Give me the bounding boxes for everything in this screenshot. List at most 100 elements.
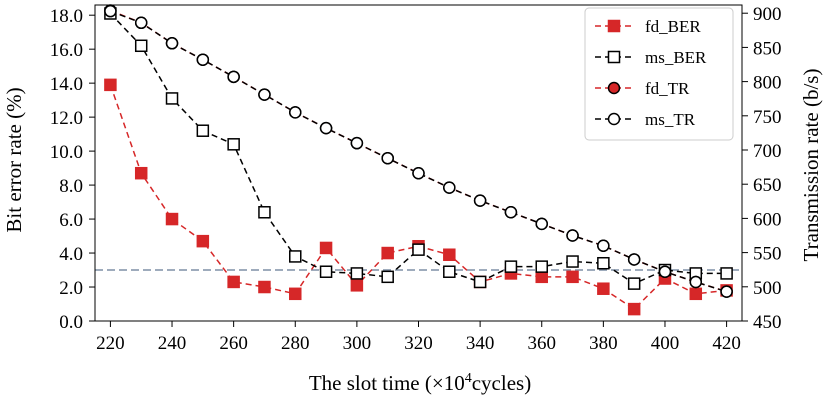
left-y-tick-label: 10.0 [50,142,83,163]
x-tick-label: 240 [158,333,187,354]
x-tick-label: 260 [219,333,248,354]
data-point-ms_BER [412,243,425,256]
data-point-ms_BER [165,92,179,105]
x-tick-label: 380 [589,333,618,354]
left-y-tick-label: 16.0 [50,40,83,61]
data-point-ms_BER [381,270,394,284]
right-y-tick-label: 700 [753,141,782,162]
right-y-tick-label: 850 [753,38,782,59]
data-point-ms_TR [258,88,271,101]
legend: fd_BER ms_BER fd_TR ms_TR [584,7,734,141]
right-y-axis-title: Transmission rate (b/s) [799,69,823,262]
left-y-tick-label: 14.0 [50,74,83,95]
series-fd_BER [104,78,733,316]
left-y-tick-label: 2.0 [59,278,83,299]
x-tick-label: 220 [96,333,125,354]
legend-item-fd_TR: fd_TR [595,79,690,98]
data-point-fd_BER [258,280,271,294]
right-y-tick-label: 500 [753,278,782,299]
left-y-tick-label: 0.0 [59,312,83,333]
left-y-tick-label: 18.0 [50,6,83,27]
data-point-ms_BER [504,260,518,273]
legend-label: fd_BER [645,17,701,36]
data-point-ms_BER [443,265,456,278]
data-point-ms_TR [289,106,302,119]
legend-box [584,7,734,141]
legend-item-ms_BER: ms_BER [595,48,707,67]
right-y-tick-label: 900 [753,4,782,25]
x-tick-label: 280 [281,333,310,354]
data-point-fd_BER [535,270,548,284]
x-tick-label: 420 [712,333,741,354]
data-point-ms_TR [134,16,148,30]
legend-label: ms_BER [645,48,707,67]
legend-marker [607,19,621,33]
data-point-ms_BER [627,277,641,290]
left-y-tick-label: 4.0 [59,244,83,265]
legend-label: fd_TR [645,79,690,98]
legend-label: ms_TR [645,110,696,129]
x-tick-label: 400 [651,333,680,354]
data-point-ms_BER [350,267,364,280]
data-point-ms_BER [227,138,240,151]
right-y-tick-label: 450 [753,312,782,333]
series-layer [104,4,733,316]
left-y-tick-label: 8.0 [59,176,83,197]
data-point-fd_BER [566,270,579,284]
data-point-ms_TR [350,136,364,150]
data-point-fd_BER [597,282,610,295]
x-axis-title: The slot time (×104cycles) [309,371,531,395]
series-line-ms_BER [109,12,727,285]
data-point-fd_BER [350,279,364,292]
data-point-ms_TR [658,265,672,279]
data-point-ms_TR [535,217,548,231]
data-point-fd_BER [689,287,703,301]
data-point-ms_TR [165,37,179,50]
data-point-ms_TR [227,70,240,84]
data-point-fd_BER [381,246,394,260]
axes-layer: 220 240 260 280 300 320 340 360 380 400 420 0.0 2.0 4… [50,4,782,354]
data-point-ms_TR [473,194,487,207]
data-point-ms_BER [258,206,271,219]
data-point-fd_BER [289,287,302,301]
data-point-ms_TR [566,229,579,242]
data-point-fd_BER [165,212,179,226]
data-point-ms_BER [566,255,579,268]
data-point-ms_BER [597,256,610,270]
x-tick-label: 340 [466,333,495,354]
data-point-fd_BER [443,248,456,261]
data-point-ms_BER [289,250,302,263]
left-y-axis-title: Bit error rate (%) [2,87,26,232]
legend-item-fd_BER: fd_BER [595,17,701,36]
right-y-tick-label: 750 [753,107,782,128]
data-point-ms_TR [720,285,733,298]
left-y-tick-label: 6.0 [59,210,83,231]
data-point-ms_BER [720,267,733,280]
x-tick-label: 320 [404,333,433,354]
data-point-ms_TR [196,53,210,66]
x-tick-label: 300 [343,333,372,354]
data-point-ms_TR [381,151,394,165]
series-line-fd_TR [110,9,727,293]
data-point-ms_BER [319,265,333,278]
data-point-fd_BER [627,302,641,316]
data-point-ms_TR [597,239,610,253]
left-y-tick-label: 12.0 [50,108,83,129]
legend-marker [607,112,621,126]
right-y-tick-label: 550 [753,244,782,265]
data-point-ms_TR [104,4,117,18]
series-ms_TR [104,4,733,298]
right-y-tick-label: 650 [753,175,782,196]
legend-marker [607,50,621,64]
data-point-ms_TR [443,181,456,194]
data-point-ms_TR [412,167,425,180]
data-point-ms_TR [689,275,703,289]
data-point-ms_BER [196,124,210,137]
x-tick-label: 360 [527,333,556,354]
data-point-fd_BER [319,241,333,255]
data-point-ms_TR [627,253,641,266]
data-point-fd_BER [227,275,240,289]
data-point-fd_BER [104,78,117,92]
right-y-tick-label: 800 [753,73,782,94]
data-point-fd_BER [134,166,148,180]
